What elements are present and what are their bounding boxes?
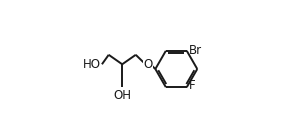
Text: F: F (189, 79, 196, 92)
Text: Br: Br (189, 44, 202, 57)
Text: OH: OH (113, 89, 131, 102)
Text: O: O (143, 58, 152, 71)
Text: HO: HO (83, 58, 101, 71)
